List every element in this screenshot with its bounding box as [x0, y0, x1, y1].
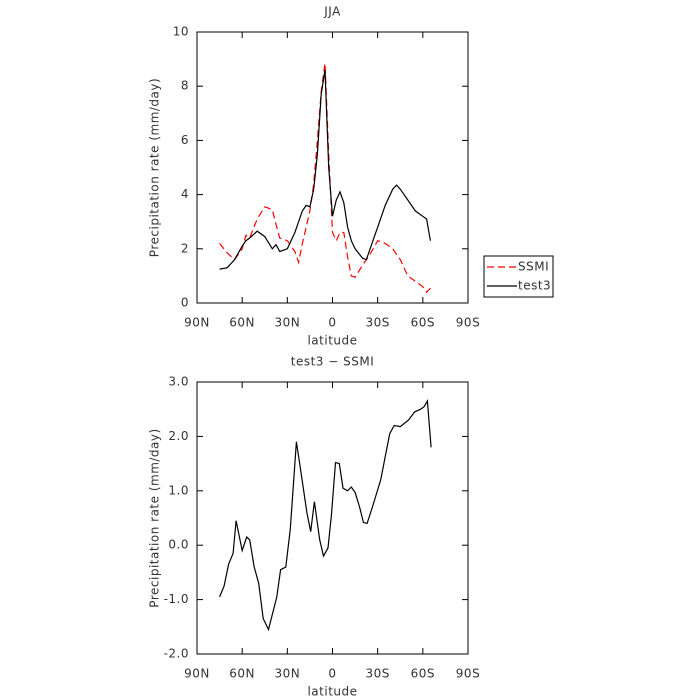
- data-line: [219, 69, 431, 270]
- x-axis-label: latitude: [307, 685, 357, 699]
- x-tick-label: 90S: [456, 667, 480, 681]
- data-line: [219, 63, 431, 294]
- y-axis-label: Precipitation rate (mm/day): [148, 428, 162, 607]
- y-tick-label: 8: [181, 79, 189, 93]
- x-tick-label: 60N: [229, 667, 255, 681]
- x-tick-label: 30N: [274, 667, 300, 681]
- y-tick-label: -2.0: [164, 647, 189, 661]
- y-tick-label: -1.0: [164, 592, 189, 606]
- x-tick-label: 0: [328, 316, 336, 330]
- x-tick-label: 90N: [184, 667, 210, 681]
- x-tick-label: 90S: [456, 316, 480, 330]
- chart-title: test3 − SSMI: [291, 355, 375, 369]
- chart-title: JJA: [323, 5, 341, 19]
- x-axis-label: latitude: [307, 334, 357, 348]
- y-tick-label: 2: [181, 241, 189, 255]
- plot-frame: [196, 31, 469, 304]
- x-tick-label: 60N: [229, 316, 255, 330]
- y-tick-label: 2.0: [168, 429, 189, 443]
- x-tick-label: 60S: [411, 667, 435, 681]
- y-tick-label: 4: [181, 187, 189, 201]
- y-axis-label: Precipitation rate (mm/day): [148, 78, 162, 257]
- data-line: [219, 398, 432, 632]
- y-tick-label: 1.0: [168, 483, 189, 497]
- y-tick-label: 6: [181, 133, 189, 147]
- x-tick-label: 30N: [274, 316, 300, 330]
- x-tick-label: 0: [328, 667, 336, 681]
- y-tick-label: 0: [181, 296, 189, 310]
- x-tick-label: 30S: [365, 316, 389, 330]
- y-tick-label: 3.0: [168, 375, 189, 389]
- plot-frame: [196, 381, 469, 655]
- x-tick-label: 30S: [365, 667, 389, 681]
- legend-box: [483, 255, 554, 298]
- y-tick-label: 10: [173, 25, 189, 39]
- x-tick-label: 60S: [411, 316, 435, 330]
- y-tick-label: 0.0: [168, 538, 189, 552]
- legend-label: test3: [518, 279, 551, 293]
- legend-label: SSMI: [518, 260, 549, 274]
- x-tick-label: 90N: [184, 316, 210, 330]
